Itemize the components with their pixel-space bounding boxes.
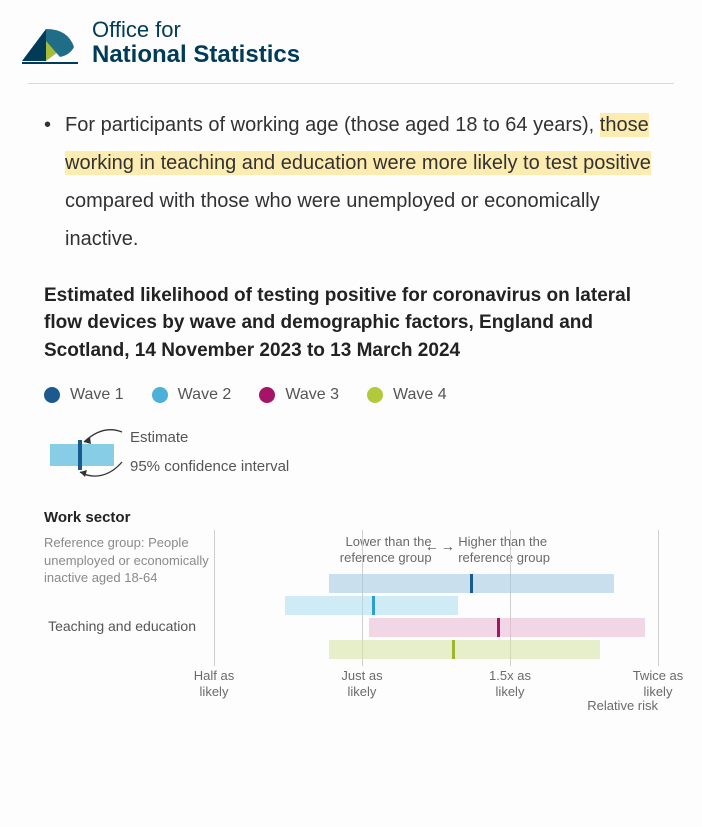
- legend-label: Wave 2: [178, 386, 232, 404]
- key-labels: Estimate 95% confidence interval: [130, 422, 289, 481]
- swatch-wave-2: [152, 387, 168, 403]
- logo-line-2: National Statistics: [92, 42, 300, 68]
- legend-wave-2: Wave 2: [152, 386, 232, 404]
- legend-label: Wave 3: [285, 386, 339, 404]
- key-ci-label: 95% confidence interval: [130, 453, 289, 482]
- direction-higher: Higher than the reference group: [458, 534, 578, 565]
- estimate-marker-wave-4: [452, 640, 455, 659]
- bullet-pre: For participants of working age (those a…: [65, 114, 600, 136]
- ons-logo-text: Office for National Statistics: [92, 18, 300, 69]
- bullet-text: For participants of working age (those a…: [65, 106, 658, 258]
- section-title: Work sector: [44, 509, 658, 526]
- direction-annotation: Lower than the reference group ← → Highe…: [214, 534, 658, 574]
- legend-key: Estimate 95% confidence interval: [44, 422, 658, 481]
- forest-plot: [214, 574, 658, 660]
- gridline: [214, 530, 215, 666]
- main-content: • For participants of working age (those…: [0, 84, 702, 719]
- estimate-marker-wave-1: [470, 574, 473, 593]
- x-axis-ticks: Relative risk Half aslikelyJust aslikely…: [214, 668, 658, 708]
- row-label: Teaching and education: [44, 587, 214, 635]
- wave-legend: Wave 1 Wave 2 Wave 3 Wave 4: [44, 386, 658, 404]
- swatch-wave-4: [367, 387, 383, 403]
- estimate-marker-wave-3: [497, 618, 500, 637]
- ci-bar-wave-4: [329, 640, 600, 659]
- x-tick: Half aslikely: [179, 668, 249, 701]
- key-estimate-label: Estimate: [130, 424, 289, 453]
- legend-label: Wave 1: [70, 386, 124, 404]
- legend-label: Wave 4: [393, 386, 447, 404]
- ci-bar-wave-3: [369, 618, 644, 637]
- ons-logo-icon: [22, 21, 78, 65]
- chart-plot-column: Lower than the reference group ← → Highe…: [214, 534, 658, 660]
- x-tick: 1.5x aslikely: [475, 668, 545, 701]
- legend-wave-4: Wave 4: [367, 386, 447, 404]
- chart-left-column: Reference group: People unemployed or ec…: [44, 534, 214, 635]
- x-axis: Relative risk Half aslikelyJust aslikely…: [44, 668, 658, 708]
- legend-wave-1: Wave 1: [44, 386, 124, 404]
- swatch-wave-1: [44, 387, 60, 403]
- x-tick: Just aslikely: [327, 668, 397, 701]
- bullet-point: • For participants of working age (those…: [44, 106, 658, 258]
- x-tick: Twice aslikely: [623, 668, 693, 701]
- swatch-wave-3: [259, 387, 275, 403]
- bullet-post: compared with those who were unemployed …: [65, 190, 600, 250]
- legend-wave-3: Wave 3: [259, 386, 339, 404]
- key-graphic: [44, 422, 130, 480]
- direction-arrows-icon: ← →: [425, 538, 454, 554]
- logo-line-1: Office for: [92, 18, 300, 42]
- chart-title: Estimated likelihood of testing positive…: [44, 282, 658, 365]
- reference-group-text: Reference group: People unemployed or ec…: [44, 534, 214, 587]
- site-header: Office for National Statistics: [0, 0, 702, 83]
- direction-lower: Lower than the reference group: [312, 534, 432, 565]
- estimate-marker-wave-2: [372, 596, 375, 615]
- chart-body: Reference group: People unemployed or ec…: [44, 534, 658, 660]
- bullet-marker: •: [44, 106, 51, 258]
- gridline: [658, 530, 659, 666]
